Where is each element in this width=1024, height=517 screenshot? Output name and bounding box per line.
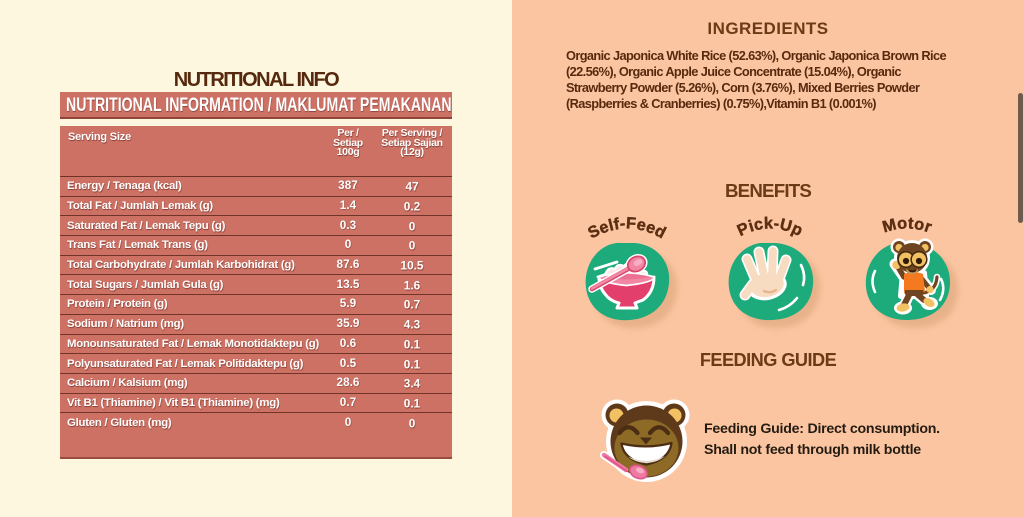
svg-text:Motor: Motor bbox=[880, 214, 934, 236]
svg-text:Pick-Up: Pick-Up bbox=[735, 214, 806, 240]
svg-text:Self-Feed: Self-Feed bbox=[585, 214, 669, 242]
